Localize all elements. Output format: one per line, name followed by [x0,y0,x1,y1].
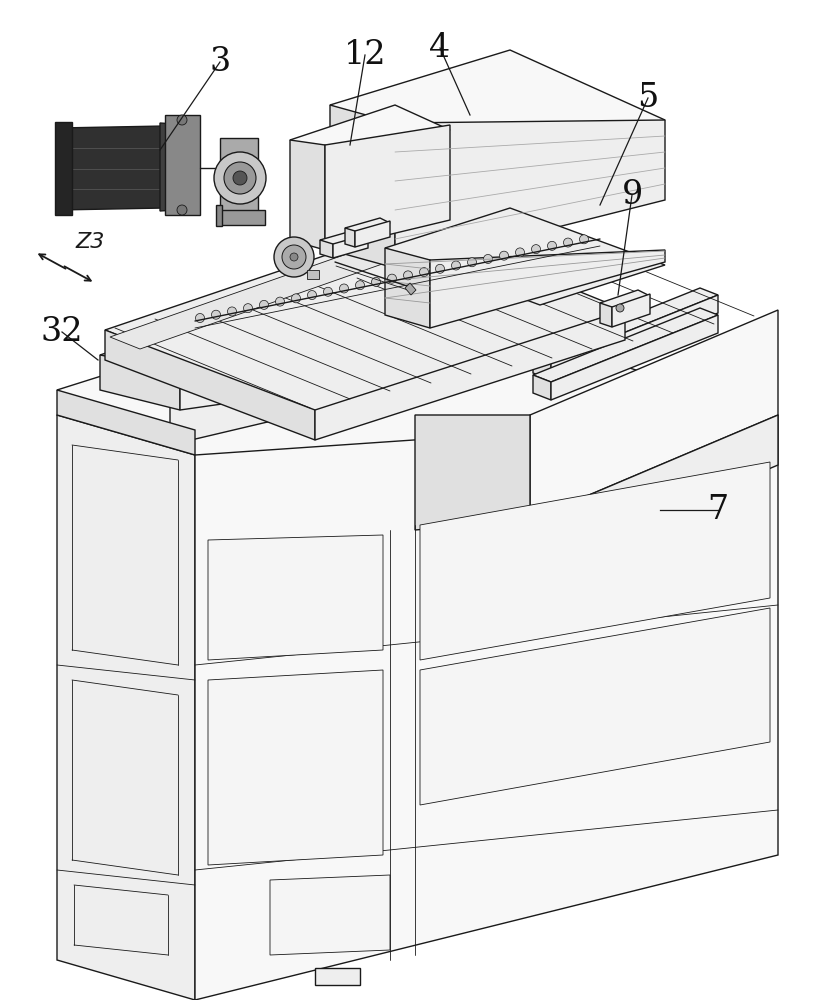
Polygon shape [216,205,222,226]
Text: Z3: Z3 [75,232,105,252]
Polygon shape [165,115,200,215]
Polygon shape [530,310,778,520]
Polygon shape [385,208,665,305]
Polygon shape [270,875,390,955]
Polygon shape [57,390,195,455]
Polygon shape [320,240,333,258]
Circle shape [579,235,588,244]
Polygon shape [195,415,778,1000]
Polygon shape [57,415,195,1000]
Polygon shape [315,310,625,440]
Circle shape [403,271,413,280]
Circle shape [291,294,300,303]
Circle shape [419,268,428,277]
Polygon shape [405,283,416,295]
Polygon shape [345,228,355,247]
Polygon shape [533,375,551,400]
Polygon shape [430,250,665,328]
Circle shape [233,171,247,185]
Polygon shape [415,415,530,530]
Polygon shape [218,210,265,225]
Circle shape [196,314,204,322]
Circle shape [355,281,364,290]
Polygon shape [160,123,175,211]
Circle shape [324,287,333,296]
Circle shape [616,304,624,312]
Polygon shape [100,355,180,410]
Polygon shape [330,105,395,268]
Circle shape [276,297,285,306]
Circle shape [372,277,380,286]
Text: 32: 32 [41,316,83,348]
Circle shape [282,245,306,269]
Text: 5: 5 [637,82,659,114]
Circle shape [484,254,492,263]
Polygon shape [325,125,450,250]
Text: 4: 4 [429,32,451,64]
Text: 3: 3 [209,46,231,78]
Circle shape [339,284,349,293]
Circle shape [452,261,461,270]
Polygon shape [551,295,718,380]
Text: 7: 7 [707,494,729,526]
Polygon shape [533,355,551,380]
Circle shape [243,304,252,313]
Circle shape [177,205,187,215]
Polygon shape [307,270,319,279]
Polygon shape [612,294,650,327]
Polygon shape [600,290,650,309]
Polygon shape [208,670,383,865]
Circle shape [548,241,556,250]
Circle shape [467,258,476,267]
Polygon shape [355,221,390,247]
Circle shape [436,264,445,273]
Text: 9: 9 [622,179,642,211]
Circle shape [290,253,298,261]
Circle shape [212,310,221,319]
Polygon shape [551,315,718,400]
Text: 12: 12 [344,39,386,71]
Polygon shape [58,126,165,210]
Polygon shape [420,608,770,805]
Polygon shape [480,252,625,303]
Circle shape [214,152,266,204]
Polygon shape [180,305,635,410]
Polygon shape [333,234,368,258]
Polygon shape [395,120,665,268]
Circle shape [515,248,525,257]
Polygon shape [57,277,530,443]
Circle shape [224,162,256,194]
Polygon shape [105,225,625,415]
Polygon shape [533,288,718,362]
Polygon shape [345,218,390,233]
Polygon shape [330,50,665,175]
Circle shape [227,307,237,316]
Polygon shape [320,230,368,246]
Polygon shape [220,138,258,218]
Circle shape [307,291,316,300]
Circle shape [500,251,509,260]
Polygon shape [100,248,635,432]
Polygon shape [533,308,718,382]
Polygon shape [57,300,778,530]
Polygon shape [208,535,383,660]
Polygon shape [290,140,325,250]
Polygon shape [315,968,360,985]
Polygon shape [600,303,612,327]
Circle shape [388,274,397,283]
Polygon shape [530,415,778,570]
Circle shape [274,237,314,277]
Polygon shape [420,462,770,660]
Polygon shape [55,122,72,215]
Circle shape [531,245,540,254]
Polygon shape [385,248,430,328]
Circle shape [260,300,268,309]
Polygon shape [110,230,445,349]
Polygon shape [105,330,315,440]
Polygon shape [170,305,530,445]
Circle shape [177,115,187,125]
Polygon shape [290,105,450,165]
Circle shape [564,238,573,247]
